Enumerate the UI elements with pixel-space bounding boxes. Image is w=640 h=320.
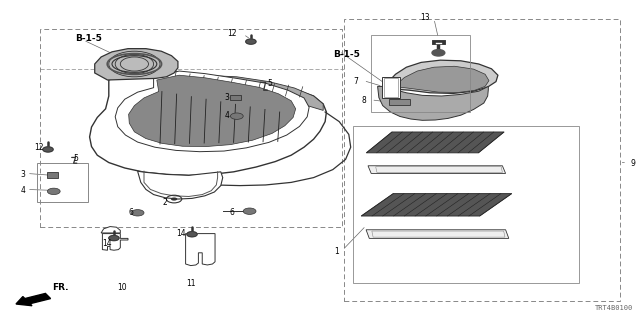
Circle shape xyxy=(230,113,243,119)
Text: 3: 3 xyxy=(224,93,229,102)
Bar xyxy=(37,163,88,202)
Text: 14: 14 xyxy=(176,229,186,238)
Polygon shape xyxy=(101,227,120,233)
Polygon shape xyxy=(115,71,309,152)
Bar xyxy=(382,77,400,98)
Circle shape xyxy=(131,210,144,216)
FancyArrow shape xyxy=(16,293,51,306)
Polygon shape xyxy=(378,86,488,120)
Circle shape xyxy=(109,236,119,241)
Polygon shape xyxy=(90,66,326,175)
Text: 5: 5 xyxy=(267,79,272,88)
Text: 14: 14 xyxy=(102,239,112,248)
Text: 13: 13 xyxy=(420,13,430,22)
Polygon shape xyxy=(366,230,509,238)
Circle shape xyxy=(246,39,256,44)
Circle shape xyxy=(432,50,445,56)
Bar xyxy=(384,78,398,97)
Text: 7: 7 xyxy=(353,77,358,86)
Text: 12: 12 xyxy=(34,143,44,152)
Text: B-1-5: B-1-5 xyxy=(333,50,360,59)
Circle shape xyxy=(43,147,53,152)
Text: 6: 6 xyxy=(229,208,234,217)
Polygon shape xyxy=(186,234,215,266)
Polygon shape xyxy=(366,132,504,153)
Polygon shape xyxy=(368,166,506,173)
Circle shape xyxy=(171,197,177,201)
Text: 9: 9 xyxy=(630,159,636,168)
Text: 11: 11 xyxy=(186,279,195,288)
Bar xyxy=(40,29,342,227)
Text: 3: 3 xyxy=(20,170,26,179)
Circle shape xyxy=(243,208,256,214)
Polygon shape xyxy=(102,234,128,250)
Polygon shape xyxy=(129,75,296,147)
Text: FR.: FR. xyxy=(52,283,69,292)
Polygon shape xyxy=(394,66,489,92)
Polygon shape xyxy=(157,72,323,110)
Polygon shape xyxy=(138,171,223,199)
Circle shape xyxy=(47,188,60,195)
Circle shape xyxy=(187,232,197,237)
Text: 5: 5 xyxy=(74,154,79,163)
Text: 6: 6 xyxy=(128,208,133,217)
Polygon shape xyxy=(95,49,178,80)
Text: 2: 2 xyxy=(163,198,168,207)
Text: 4: 4 xyxy=(20,186,26,195)
Text: 8: 8 xyxy=(362,96,366,105)
Text: TRT4B0100: TRT4B0100 xyxy=(595,305,634,311)
Bar xyxy=(371,35,470,112)
Bar xyxy=(344,19,620,301)
Bar xyxy=(230,95,241,100)
Text: 12: 12 xyxy=(227,29,237,38)
Text: 1: 1 xyxy=(335,247,339,256)
Text: 4: 4 xyxy=(224,111,229,120)
Polygon shape xyxy=(384,60,498,93)
Bar xyxy=(389,99,410,105)
Bar xyxy=(353,126,579,283)
Text: 10: 10 xyxy=(116,284,127,292)
Bar xyxy=(47,172,58,178)
Polygon shape xyxy=(361,194,512,216)
Text: B-1-5: B-1-5 xyxy=(76,34,102,43)
